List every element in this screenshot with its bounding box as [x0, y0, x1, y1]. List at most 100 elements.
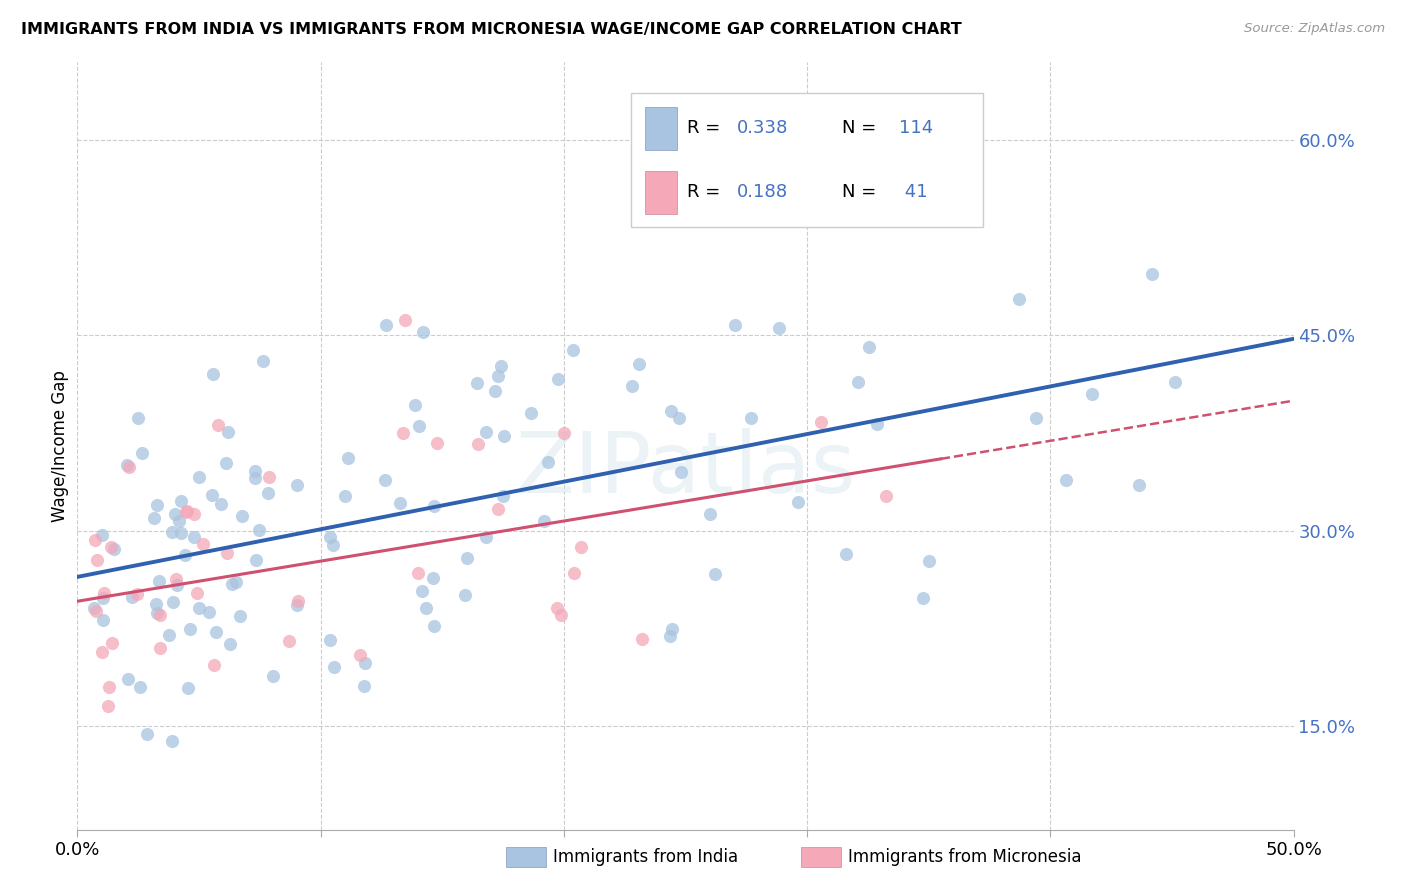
Point: [215, 456, 238, 470]
Point: [103, 542, 125, 557]
Point: [188, 469, 211, 483]
Point: [768, 321, 790, 335]
Point: [404, 398, 426, 412]
Point: [100, 636, 122, 650]
Point: [84, 604, 107, 618]
Point: [484, 384, 506, 398]
Point: [245, 553, 267, 567]
Point: [135, 727, 157, 741]
Point: [145, 597, 167, 611]
Point: [465, 376, 488, 390]
Point: [186, 586, 208, 600]
Point: [176, 504, 198, 518]
Point: [93, 591, 115, 605]
Text: Immigrants from India: Immigrants from India: [553, 848, 738, 866]
Point: [115, 458, 138, 473]
Point: [98, 680, 121, 694]
Point: [285, 478, 308, 492]
Point: [174, 548, 197, 562]
Point: [1128, 478, 1150, 492]
Point: [492, 489, 515, 503]
Point: [202, 657, 225, 672]
Point: [547, 372, 569, 386]
Point: [740, 411, 762, 425]
Point: [245, 471, 267, 485]
Point: [659, 404, 682, 418]
Point: [277, 633, 299, 648]
Point: [454, 588, 477, 602]
Point: [561, 343, 583, 357]
Point: [188, 601, 211, 615]
Point: [1008, 292, 1031, 306]
Point: [218, 637, 240, 651]
Point: [668, 411, 690, 425]
Point: [149, 640, 172, 655]
Point: [285, 598, 308, 612]
Point: [193, 536, 215, 550]
Point: [394, 313, 416, 327]
Point: [100, 540, 122, 554]
Point: [200, 487, 222, 501]
Point: [90, 644, 112, 658]
Point: [321, 538, 343, 552]
Point: [245, 464, 267, 478]
Point: [93, 586, 115, 600]
Point: [259, 470, 281, 484]
Point: [148, 607, 170, 622]
Point: [170, 494, 193, 508]
Point: [489, 359, 512, 373]
Point: [215, 546, 238, 560]
Point: [127, 587, 149, 601]
Point: [83, 601, 105, 615]
Point: [174, 505, 197, 519]
Point: [335, 489, 357, 503]
Point: [229, 608, 252, 623]
Point: [319, 530, 342, 544]
Point: [262, 669, 284, 683]
Point: [786, 495, 808, 509]
Point: [1140, 268, 1163, 282]
Text: Immigrants from Micronesia: Immigrants from Micronesia: [848, 848, 1081, 866]
Point: [699, 507, 721, 521]
Point: [84, 533, 107, 547]
Point: [848, 375, 870, 389]
Point: [422, 499, 444, 513]
Point: [375, 318, 398, 333]
Point: [391, 426, 413, 441]
Point: [353, 679, 375, 693]
Point: [318, 632, 340, 647]
Point: [353, 656, 375, 670]
Point: [160, 733, 183, 747]
Point: [569, 541, 592, 555]
Point: [1054, 473, 1077, 487]
Point: [211, 497, 233, 511]
Point: [118, 459, 141, 474]
Point: [669, 465, 692, 479]
Point: [202, 368, 225, 382]
Point: [90, 528, 112, 542]
Point: [911, 591, 934, 605]
Point: [456, 551, 478, 566]
Point: [918, 554, 941, 568]
Point: [866, 417, 889, 431]
Point: [546, 600, 568, 615]
Point: [628, 357, 651, 371]
Point: [422, 619, 444, 633]
Point: [875, 489, 897, 503]
Point: [207, 417, 229, 432]
Point: [128, 680, 150, 694]
Point: [1164, 375, 1187, 389]
Y-axis label: Wage/Income Gap: Wage/Income Gap: [51, 370, 69, 522]
Text: ZIPatlas: ZIPatlas: [515, 427, 856, 510]
Point: [408, 419, 430, 434]
Point: [658, 628, 681, 642]
Point: [426, 435, 449, 450]
Point: [486, 368, 509, 383]
Point: [148, 574, 170, 588]
Point: [121, 590, 143, 604]
Point: [349, 648, 371, 662]
Point: [562, 566, 585, 580]
Point: [533, 515, 555, 529]
Point: [322, 660, 344, 674]
Point: [422, 570, 444, 584]
